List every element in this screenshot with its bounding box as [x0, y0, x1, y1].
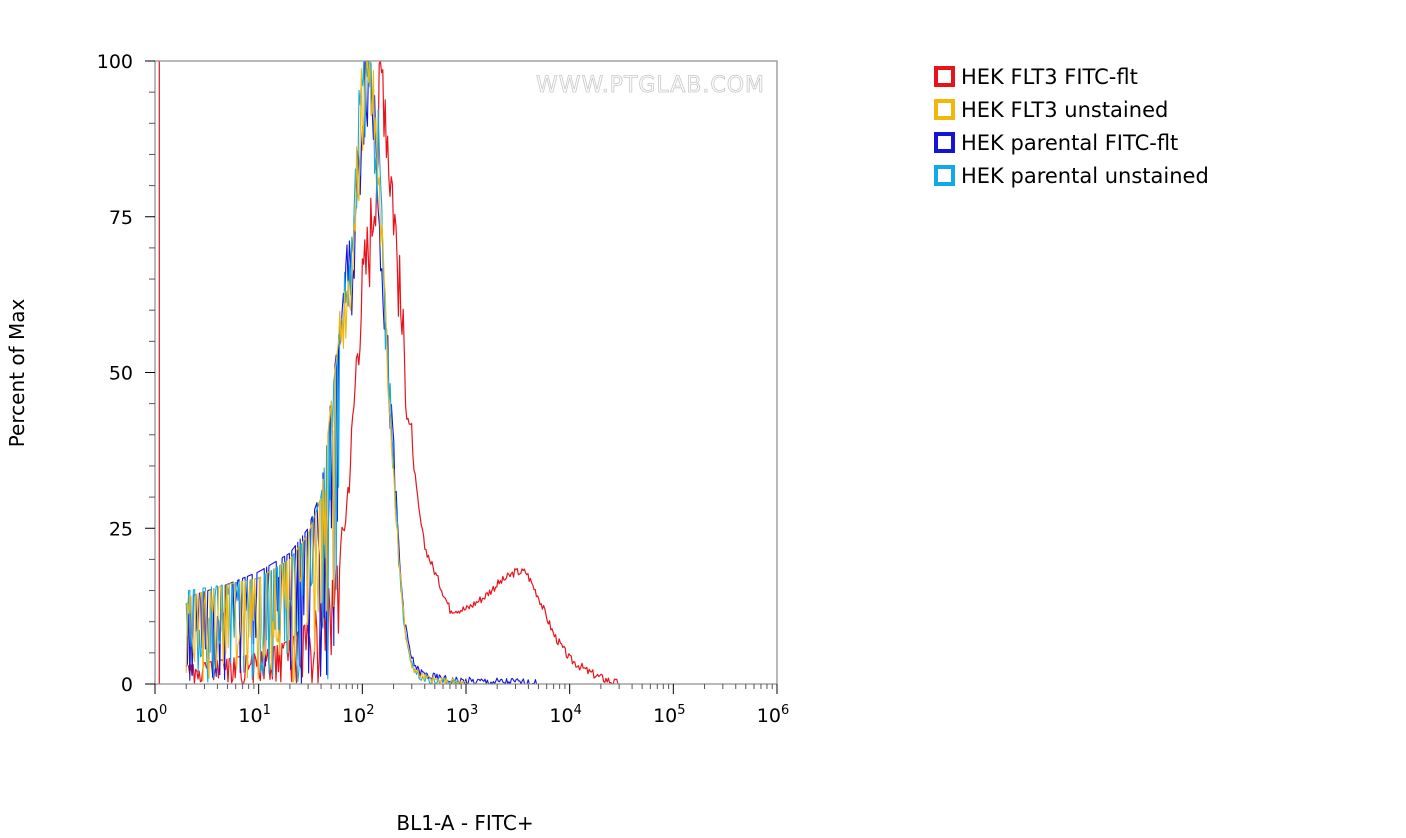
legend-swatch: [934, 66, 955, 87]
legend-item: HEK FLT3 unstained: [934, 93, 1209, 126]
x-tick-label: 103: [446, 703, 478, 727]
x-axis-title: BL1-A - FITC+: [396, 811, 533, 835]
y-tick-label: 50: [109, 363, 133, 385]
legend-label: HEK parental unstained: [961, 163, 1209, 188]
legend-item: HEK parental FITC-flt: [934, 126, 1209, 159]
x-tick-label: 102: [342, 703, 374, 727]
legend-swatch: [934, 132, 955, 153]
legend-swatch: [934, 99, 955, 120]
y-tick-label: 75: [109, 207, 133, 229]
x-tick-label: 104: [549, 703, 581, 727]
y-tick-label: 0: [121, 674, 133, 696]
y-axis-title: Percent of Max: [5, 299, 29, 448]
legend: HEK FLT3 FITC-flt HEK FLT3 unstained HEK p…: [934, 60, 1209, 192]
y-tick-label: 25: [109, 518, 133, 540]
x-axis: 100 101 102 103 104 105 106: [135, 684, 789, 727]
x-tick-label: 100: [135, 703, 167, 727]
series-line-1: [185, 61, 467, 684]
x-tick-label: 105: [653, 703, 685, 727]
legend-label: HEK parental FITC-flt: [961, 130, 1179, 155]
legend-label: HEK FLT3 unstained: [961, 97, 1169, 122]
legend-label: HEK FLT3 FITC-flt: [961, 64, 1138, 89]
legend-item: HEK parental unstained: [934, 159, 1209, 192]
y-axis: 0 25 50 75 100: [97, 51, 155, 696]
x-tick-label: 101: [238, 703, 270, 727]
legend-item: HEK FLT3 FITC-flt: [934, 60, 1209, 93]
x-tick-label: 106: [757, 703, 789, 727]
series-layer: [158, 61, 619, 684]
legend-swatch: [934, 165, 955, 186]
plot-frame: [154, 60, 778, 685]
watermark: WWW.PTGLAB.COM: [536, 73, 765, 98]
y-tick-label: 100: [97, 51, 133, 73]
series-line-0: [158, 61, 619, 684]
